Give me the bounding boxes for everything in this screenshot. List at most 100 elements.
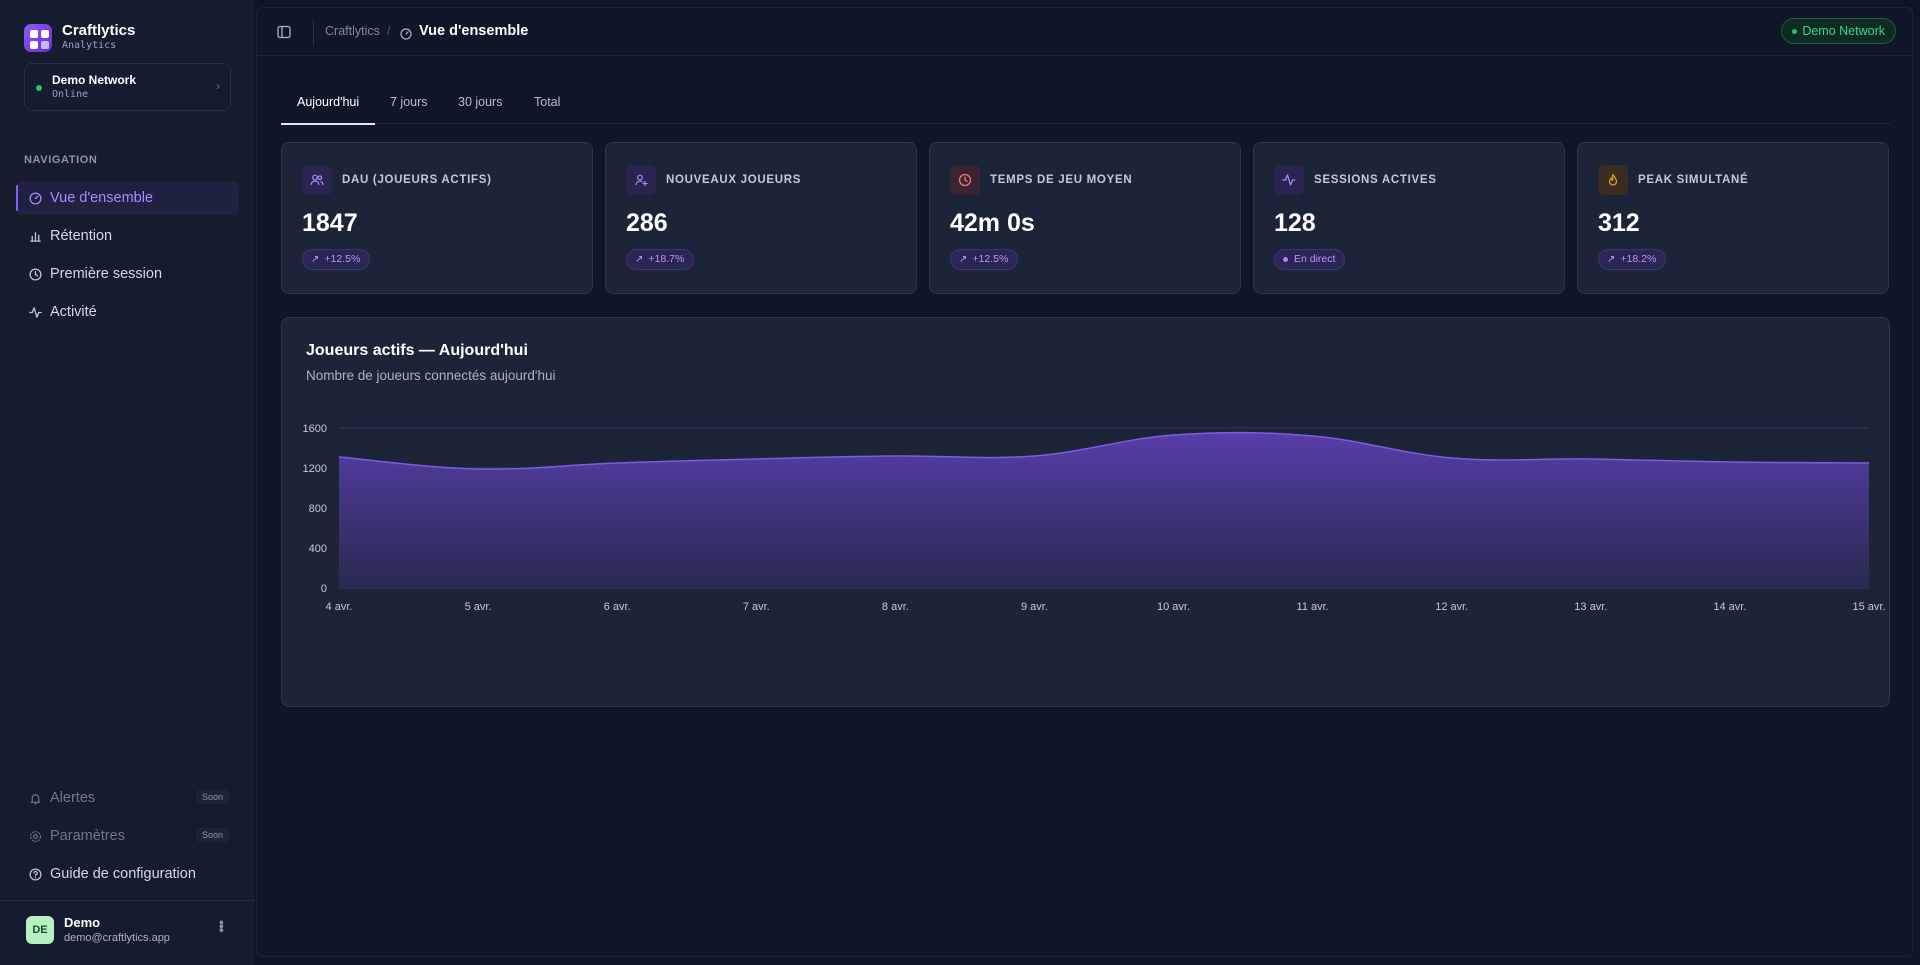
activity-icon <box>1274 165 1304 195</box>
activity-icon <box>28 305 42 319</box>
sidebar-item-alerts[interactable]: Alertes Soon <box>16 781 239 815</box>
x-tick-label: 8 avr. <box>882 601 909 613</box>
breadcrumb-root[interactable]: Craftlytics <box>325 24 380 38</box>
soon-badge: Soon <box>195 790 229 804</box>
stat-label: PEAK SIMULTANÉ <box>1638 174 1749 186</box>
trend-value: +12.5% <box>324 253 361 265</box>
clock-icon <box>28 267 42 281</box>
soon-badge: Soon <box>195 828 229 842</box>
x-tick-label: 4 avr. <box>326 601 353 613</box>
network-badge[interactable]: Demo Network <box>1781 18 1896 44</box>
users-icon <box>302 165 332 195</box>
active-players-chart-card: 0 400 800 1200 1600 4 avr. 5 avr. 6 avr. 7 avr.… <box>281 317 1890 707</box>
stat-value: 1847 <box>302 209 358 237</box>
nav-heading: NAVIGATION <box>24 154 98 166</box>
live-dot-icon <box>1283 257 1288 262</box>
user-plus-icon <box>626 165 656 195</box>
x-tick-label: 12 avr. <box>1435 601 1468 613</box>
sidebar-toggle-icon[interactable] <box>277 25 291 39</box>
stat-cards: DAU (JOUEURS ACTIFS) 1847 ↗ +12.5% NOUVEA… <box>281 142 1890 295</box>
sidebar: Craftlytics Analytics Demo Network Onlin… <box>0 0 255 965</box>
stat-value: 128 <box>1274 209 1316 237</box>
sidebar-item-label: Rétention <box>50 228 113 244</box>
trend-up-icon: ↗ <box>1607 254 1616 265</box>
series-area <box>339 432 1869 588</box>
trend-badge: ↗ +12.5% <box>302 249 371 270</box>
brand-text: Craftlytics Analytics <box>62 22 135 53</box>
breadcrumb-current: Vue d'ensemble <box>419 23 529 39</box>
user-text: Demo demo@craftlytics.app <box>64 915 170 945</box>
sidebar-divider <box>0 900 255 901</box>
x-tick-label: 11 avr. <box>1297 601 1329 613</box>
sidebar-item-retention[interactable]: Rétention <box>16 219 239 253</box>
network-name: Demo Network <box>52 73 137 87</box>
x-tick-label: 5 avr. <box>465 601 492 613</box>
network-switcher[interactable]: Demo Network Online › <box>24 63 231 111</box>
y-tick-label: 0 <box>321 583 327 595</box>
clock-icon <box>950 165 980 195</box>
help-circle-icon <box>28 867 42 881</box>
x-tick-label: 6 avr. <box>604 601 631 613</box>
trend-up-icon: ↗ <box>311 254 320 265</box>
stat-label: NOUVEAUX JOUEURS <box>666 174 802 186</box>
trend-up-icon: ↗ <box>959 254 968 265</box>
trend-value: +12.5% <box>972 253 1009 265</box>
sidebar-item-setup-guide[interactable]: Guide de configuration <box>16 857 239 891</box>
gear-icon <box>28 829 42 843</box>
stat-label: SESSIONS ACTIVES <box>1314 174 1437 186</box>
brand[interactable]: Craftlytics Analytics <box>24 22 135 53</box>
series-line <box>338 431 1870 470</box>
brand-name: Craftlytics <box>62 22 136 39</box>
stat-card-active-sessions: SESSIONS ACTIVES 128 En direct <box>1253 142 1565 294</box>
stat-value: 286 <box>626 209 668 237</box>
bell-icon <box>28 791 42 805</box>
brand-subtitle: Analytics <box>62 40 117 51</box>
sidebar-item-first-session[interactable]: Première session <box>16 257 239 291</box>
chevron-right-icon: › <box>216 79 220 93</box>
chart-subtitle: Nombre de joueurs connectés aujourd'hui <box>306 368 556 383</box>
y-tick-label: 1600 <box>303 423 327 435</box>
breadcrumb-separator: / <box>387 24 391 38</box>
avatar: DE <box>26 916 54 944</box>
sidebar-item-overview[interactable]: Vue d'ensemble <box>16 181 239 215</box>
sidebar-item-label: Première session <box>50 266 163 282</box>
stat-card-new-players: NOUVEAUX JOUEURS 286 ↗ +18.7% <box>605 142 917 294</box>
y-tick-label: 400 <box>309 543 327 555</box>
sidebar-item-label: Activité <box>50 304 97 320</box>
stat-value: 42m 0s <box>950 209 1035 237</box>
tab-today[interactable]: Aujourd'hui <box>280 86 376 125</box>
active-players-chart: 0 400 800 1200 1600 4 avr. 5 avr. 6 avr. 7 avr.… <box>303 423 1886 613</box>
user-name: Demo <box>64 915 101 930</box>
trend-badge: ↗ +12.5% <box>950 249 1019 270</box>
topbar: Craftlytics / Vue d'ensemble Demo Networ… <box>257 8 1912 56</box>
dashboard-icon <box>28 191 42 205</box>
sidebar-item-activity[interactable]: Activité <box>16 295 239 329</box>
sidebar-item-settings[interactable]: Paramètres Soon <box>16 819 239 853</box>
y-tick-label: 1200 <box>303 463 327 475</box>
sidebar-item-label: Paramètres <box>50 828 125 844</box>
trend-up-icon: ↗ <box>635 254 644 265</box>
trend-badge: ↗ +18.2% <box>1598 249 1667 270</box>
x-tick-label: 10 avr. <box>1157 601 1190 613</box>
sidebar-item-label: Alertes <box>50 790 96 806</box>
stat-card-dau: DAU (JOUEURS ACTIFS) 1847 ↗ +12.5% <box>281 142 593 294</box>
x-tick-label: 14 avr. <box>1713 601 1746 613</box>
bar-chart-icon <box>28 229 42 243</box>
x-tick-label: 9 avr. <box>1021 601 1048 613</box>
network-status-dot <box>36 85 42 91</box>
tab-30-days[interactable]: 30 jours <box>458 95 503 109</box>
sidebar-item-label: Vue d'ensemble <box>50 190 153 206</box>
tab-7-days[interactable]: 7 jours <box>390 95 428 109</box>
user-email: demo@craftlytics.app <box>64 932 170 944</box>
network-status: Online <box>52 89 89 100</box>
x-tick-label: 15 avr. <box>1852 601 1885 613</box>
y-tick-label: 800 <box>309 503 327 515</box>
more-vertical-icon[interactable]: ••• <box>214 920 230 932</box>
stat-card-peak: PEAK SIMULTANÉ 312 ↗ +18.2% <box>1577 142 1889 294</box>
live-badge: En direct <box>1274 249 1346 270</box>
period-tabs: Aujourd'hui 7 jours 30 jours Total <box>280 86 1890 125</box>
live-label: En direct <box>1294 253 1336 265</box>
tab-total[interactable]: Total <box>534 95 561 109</box>
user-profile[interactable]: DE Demo demo@craftlytics.app <box>26 915 170 945</box>
